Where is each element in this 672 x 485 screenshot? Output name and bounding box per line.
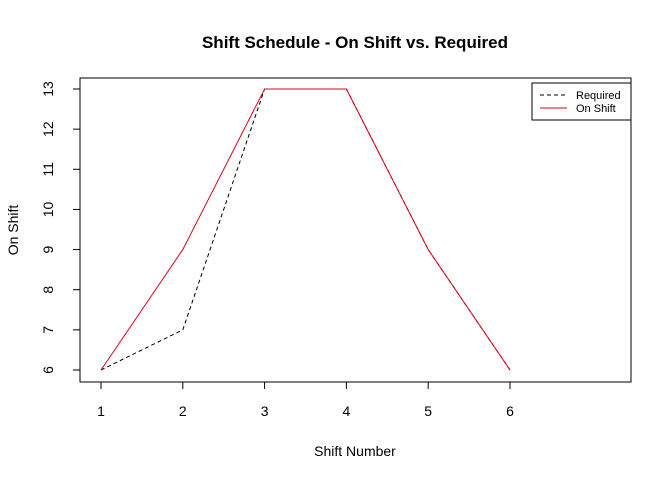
legend-box [531,82,632,121]
y-tick-label: 11 [40,162,56,177]
y-axis-title: On Shift [5,205,21,256]
y-tick-label: 13 [40,81,56,97]
y-tick-label: 12 [40,121,56,137]
series-line-required [100,88,511,371]
legend-label-on-shift: On Shift [576,103,616,115]
x-tick-label: 3 [261,403,269,419]
series-layer [100,88,511,371]
y-tick-label: 9 [40,245,56,253]
x-tick-label: 2 [179,403,187,419]
x-tick-label: 4 [343,403,351,419]
legend: Required On Shift [531,82,632,121]
legend-label-required: Required [576,90,621,102]
y-tick-label: 8 [40,286,56,294]
x-tick-label: 5 [424,403,432,419]
x-tick-label: 6 [506,403,514,419]
x-axis-title: Shift Number [314,443,396,459]
y-tick-label: 6 [40,366,56,374]
series-line-on-shift [100,88,511,371]
x-tick-label: 1 [97,403,105,419]
y-tick-label: 10 [40,201,56,217]
chart-title: Shift Schedule - On Shift vs. Required [202,33,508,52]
plot-frame [79,77,632,383]
y-tick-label: 7 [40,326,56,334]
y-axis: 6 7 8 9 10 11 12 13 [40,81,81,374]
x-axis: 1 2 3 4 5 6 [97,381,514,419]
